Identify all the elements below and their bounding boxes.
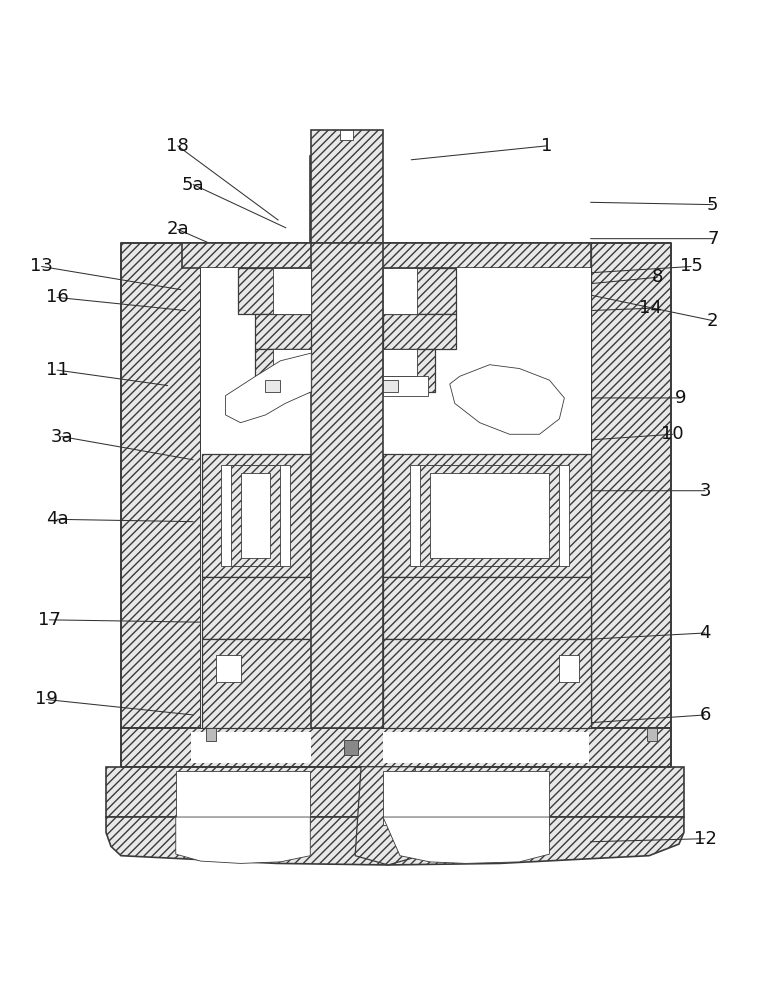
Text: 18: 18 <box>166 137 189 155</box>
Polygon shape <box>206 728 216 741</box>
Polygon shape <box>420 465 559 566</box>
Polygon shape <box>230 465 280 566</box>
Polygon shape <box>383 454 591 577</box>
Polygon shape <box>191 732 311 763</box>
Polygon shape <box>310 156 345 724</box>
Polygon shape <box>383 243 591 728</box>
Text: 2a: 2a <box>166 220 189 238</box>
Polygon shape <box>182 243 591 268</box>
Polygon shape <box>121 728 671 767</box>
Polygon shape <box>201 268 311 728</box>
Polygon shape <box>262 376 300 396</box>
Text: 16: 16 <box>46 288 68 306</box>
Polygon shape <box>383 817 549 863</box>
Polygon shape <box>273 349 311 376</box>
Text: 8: 8 <box>651 268 663 286</box>
Polygon shape <box>383 771 549 825</box>
Polygon shape <box>202 639 311 728</box>
Polygon shape <box>383 349 417 376</box>
Polygon shape <box>216 655 241 682</box>
Polygon shape <box>175 771 310 825</box>
Text: 5: 5 <box>707 196 719 214</box>
Polygon shape <box>383 732 589 763</box>
Polygon shape <box>241 473 270 558</box>
Polygon shape <box>201 243 311 728</box>
Text: 9: 9 <box>674 389 686 407</box>
Text: 3a: 3a <box>50 428 73 446</box>
Polygon shape <box>383 314 456 349</box>
Polygon shape <box>265 380 280 392</box>
Polygon shape <box>106 817 684 865</box>
Polygon shape <box>226 353 311 423</box>
Polygon shape <box>430 473 549 558</box>
Text: 4: 4 <box>699 624 711 642</box>
Polygon shape <box>106 767 684 817</box>
Polygon shape <box>383 380 398 392</box>
Polygon shape <box>237 268 311 314</box>
Text: 4a: 4a <box>46 510 68 528</box>
Text: 6: 6 <box>699 706 711 724</box>
Polygon shape <box>383 577 591 639</box>
Polygon shape <box>591 243 671 728</box>
Polygon shape <box>202 454 311 577</box>
Polygon shape <box>383 268 456 314</box>
Polygon shape <box>450 365 564 434</box>
Polygon shape <box>311 130 383 243</box>
Polygon shape <box>121 243 201 728</box>
Text: 5a: 5a <box>182 176 204 194</box>
Polygon shape <box>383 639 591 728</box>
Text: 19: 19 <box>35 690 57 708</box>
Text: 11: 11 <box>46 361 68 379</box>
Text: 3: 3 <box>699 482 711 500</box>
Text: 13: 13 <box>30 257 53 275</box>
Polygon shape <box>383 268 591 728</box>
Text: 12: 12 <box>694 830 716 848</box>
Polygon shape <box>345 740 358 755</box>
Polygon shape <box>255 349 311 392</box>
Polygon shape <box>355 767 421 865</box>
Polygon shape <box>647 728 657 741</box>
Polygon shape <box>383 376 428 396</box>
Polygon shape <box>383 349 435 392</box>
Text: 7: 7 <box>707 230 719 248</box>
Polygon shape <box>175 817 310 863</box>
Polygon shape <box>273 268 311 314</box>
Text: 15: 15 <box>680 257 702 275</box>
Text: 2: 2 <box>707 312 719 330</box>
Text: 17: 17 <box>38 611 61 629</box>
Polygon shape <box>220 465 290 566</box>
Polygon shape <box>340 130 353 140</box>
Polygon shape <box>311 243 383 728</box>
Polygon shape <box>202 577 311 639</box>
Text: 1: 1 <box>541 137 553 155</box>
Polygon shape <box>255 314 311 349</box>
Polygon shape <box>559 655 580 682</box>
Polygon shape <box>383 268 417 314</box>
Polygon shape <box>410 465 570 566</box>
Text: 10: 10 <box>661 425 684 443</box>
Text: 14: 14 <box>639 299 663 317</box>
